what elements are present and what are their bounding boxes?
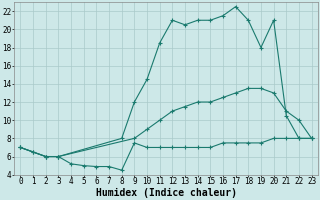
X-axis label: Humidex (Indice chaleur): Humidex (Indice chaleur) bbox=[95, 188, 236, 198]
